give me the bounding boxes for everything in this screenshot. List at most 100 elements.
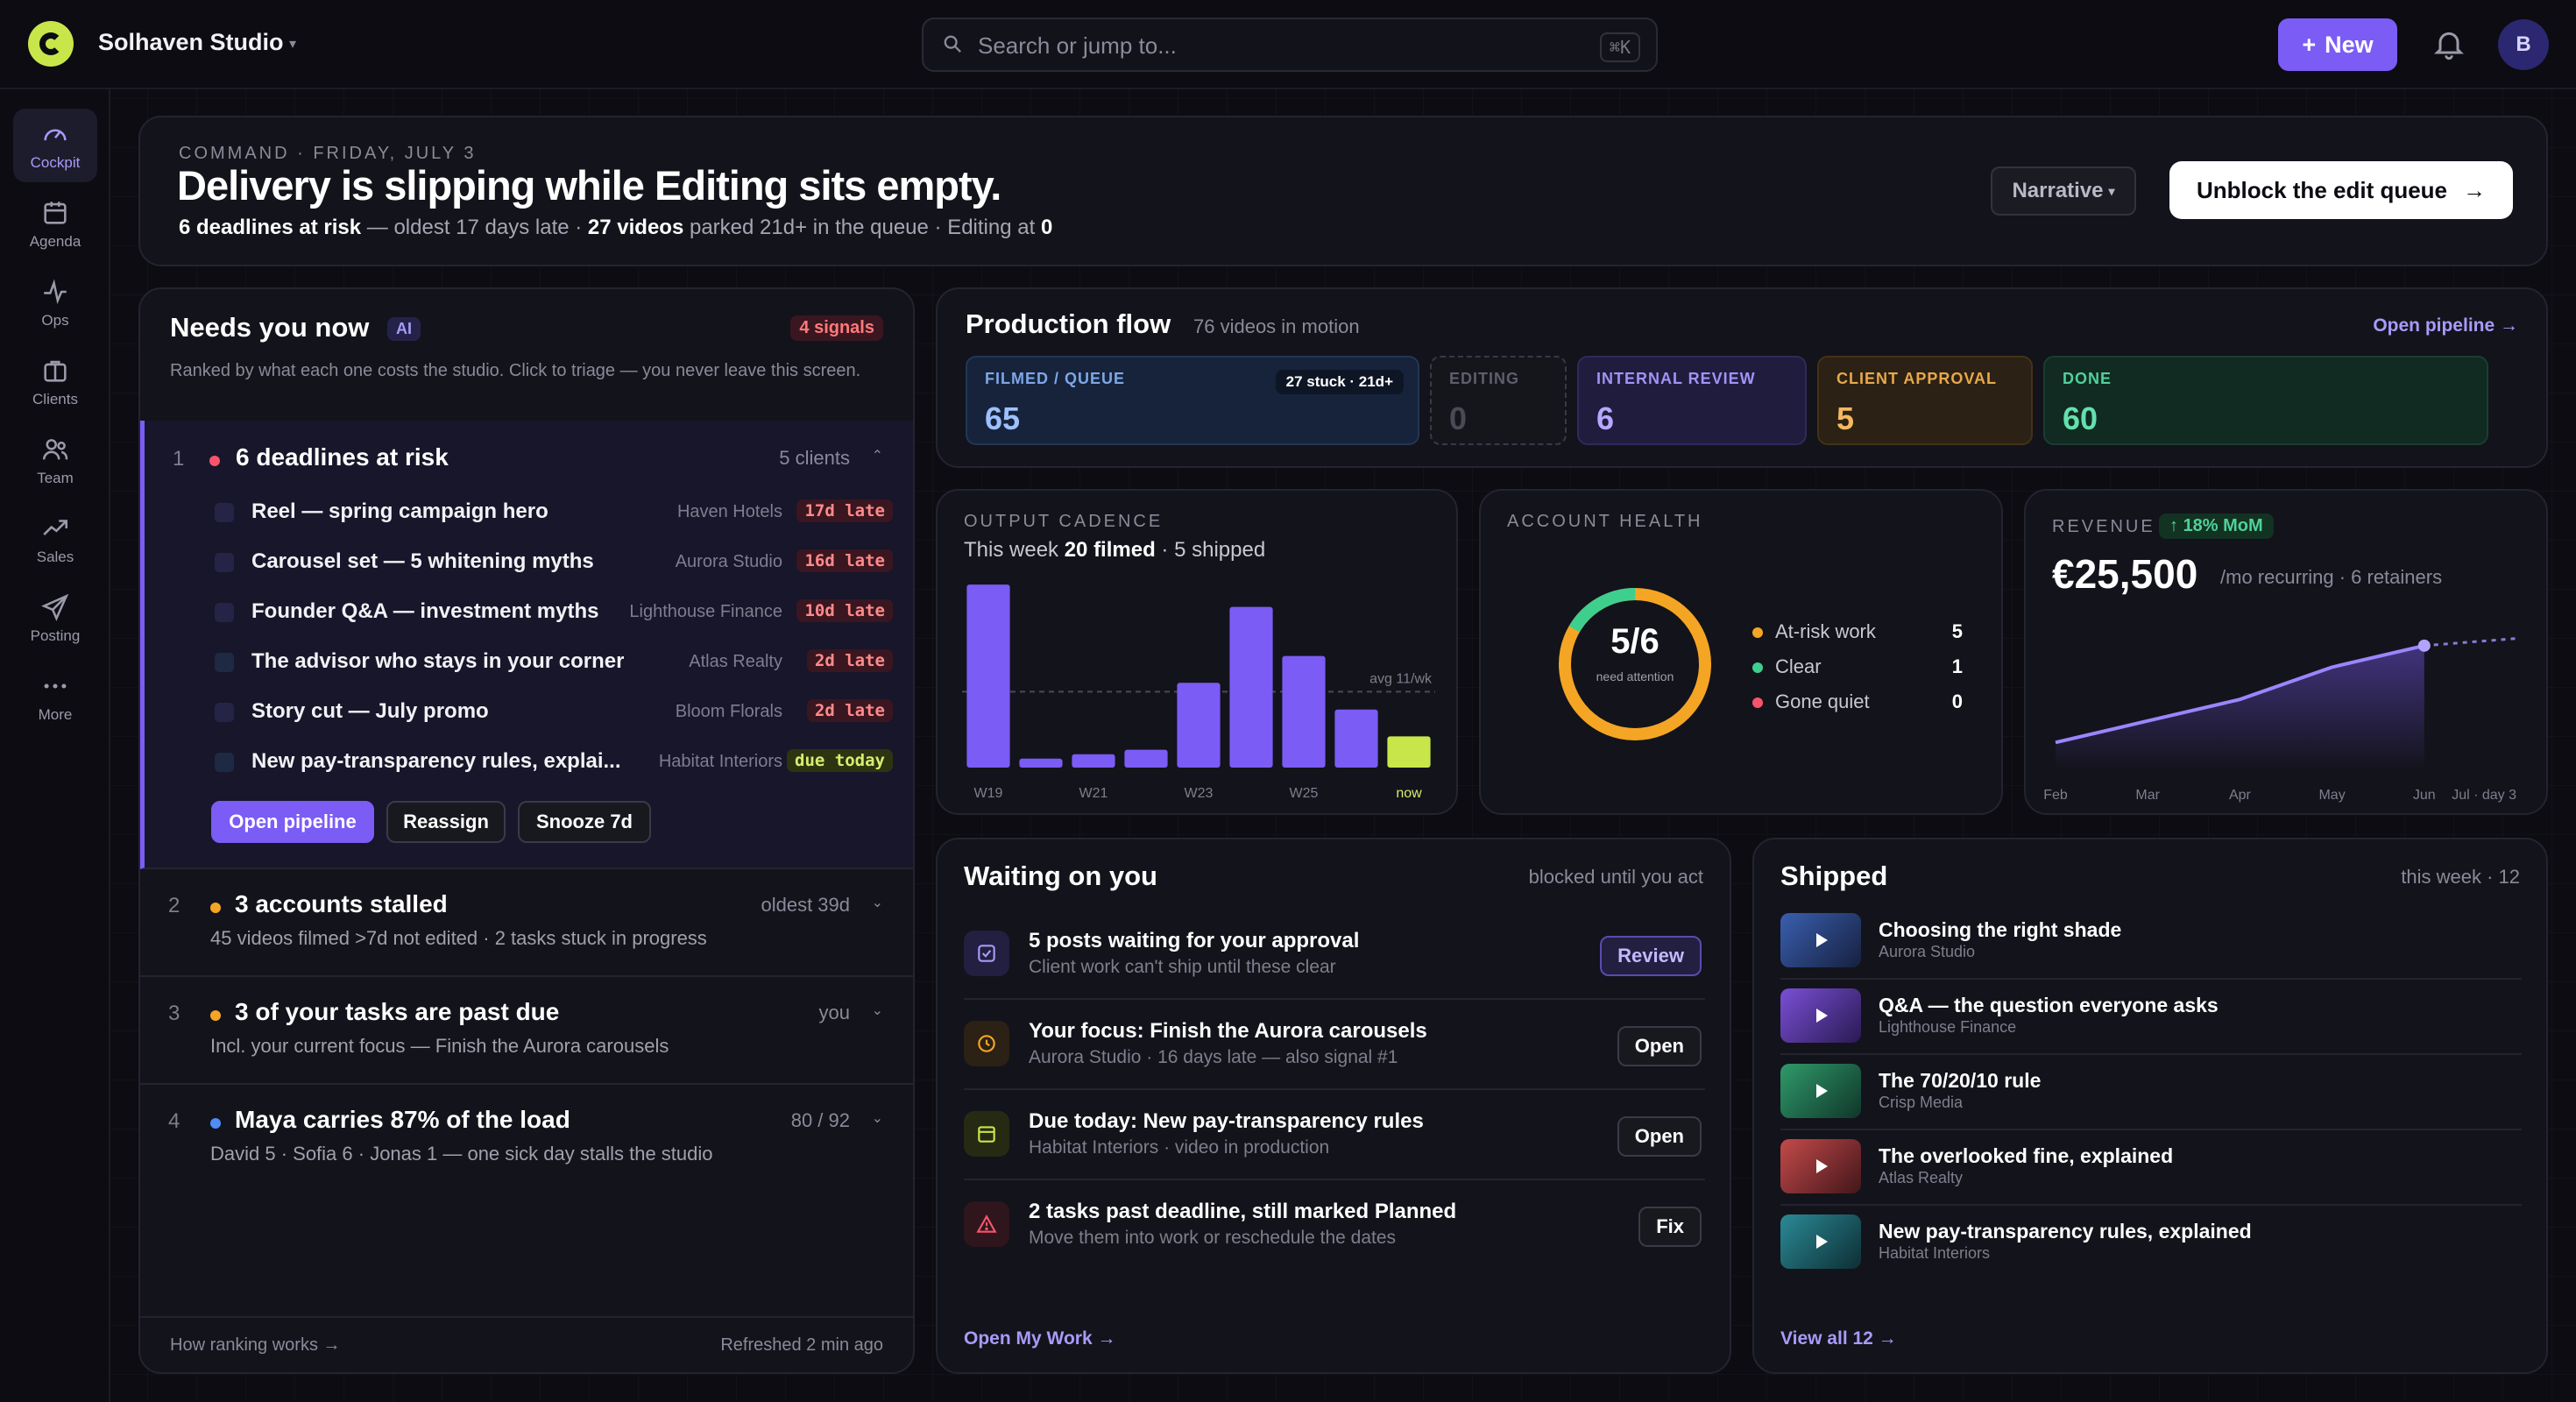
video-thumbnail[interactable] [1780,1139,1861,1193]
chevron-down-icon[interactable]: ⌄ [871,896,883,910]
view-all-link[interactable]: View all 12 → [1780,1328,1897,1349]
summary-text: parked 21d+ in the queue · Editing at [683,216,1041,239]
shipped-item-client: Habitat Interiors [1879,1244,1991,1262]
list-item[interactable]: The advisor who stays in your corner Atl… [215,639,898,688]
open-button[interactable]: Open [1617,1026,1702,1066]
reassign-button[interactable]: Reassign [386,801,506,843]
stage-done[interactable]: DONE 60 [2043,356,2488,445]
status-dot [209,456,220,466]
list-item[interactable]: New pay-transparency rules, explained Ha… [1780,1206,2522,1281]
waiting-item-subtitle: Move them into work or reschedule the da… [1029,1228,1397,1248]
status-dot [210,1010,221,1021]
sidebar-item-agenda[interactable]: Agenda [13,188,97,261]
studio-logo[interactable] [28,21,74,67]
needs-you-now-card: Needs you now AI 4 signals Ranked by wha… [138,287,915,1374]
signal-meta: 80 / 92 [790,1109,850,1131]
cadence-filmed: 20 filmed [1064,538,1156,562]
bar-week-1 [1019,758,1063,768]
sidebar-item-label: Ops [41,312,69,329]
waiting-item-subtitle: Aurora Studio · 16 days late — also sign… [1029,1047,1398,1067]
new-button[interactable]: + New [2278,18,2397,71]
sidebar-item-more[interactable]: More [13,661,97,734]
sidebar-item-clients[interactable]: Clients [13,345,97,419]
bar-W25 [1282,655,1326,768]
avatar[interactable]: B [2498,19,2549,70]
stage-client-approval[interactable]: CLIENT APPROVAL 5 [1817,356,2033,445]
signal-item-stalled[interactable]: 2 3 accounts stalled 45 videos filmed >7… [140,869,913,977]
revenue-amount: €25,500 [2052,551,2198,597]
list-item[interactable]: Your focus: Finish the Aurora carousels … [964,1000,1705,1090]
signal-item-deadlines[interactable]: 1 6 deadlines at risk 5 clients ⌃ Reel —… [140,421,913,869]
how-ranking-link[interactable]: How ranking works → [170,1335,341,1355]
shipped-title: Shipped [1780,860,1888,891]
sidebar-item-label: Cockpit [30,154,81,171]
summary-text: — oldest 17 days late · [361,216,588,239]
open-my-work-link[interactable]: Open My Work → [964,1328,1116,1349]
chevron-down-icon[interactable]: ⌄ [871,1111,883,1126]
list-item[interactable]: The 70/20/10 rule Crisp Media [1780,1055,2522,1130]
health-ratio: 5/6 [1610,622,1660,661]
command-headline: Delivery is slipping while Editing sits … [177,162,1001,209]
open-button[interactable]: Open [1617,1116,1702,1157]
cadence-summary: This week 20 filmed · 5 shipped [964,538,1265,563]
workspace-name[interactable]: Solhaven Studio [98,29,284,55]
list-item[interactable]: Founder Q&A — investment myths Lighthous… [215,589,898,638]
command-summary: 6 deadlines at risk — oldest 17 days lat… [179,216,1052,240]
sidebar-item-cockpit[interactable]: Cockpit [13,109,97,182]
command-eyebrow: COMMAND · FRIDAY, JULY 3 [179,144,477,163]
signal-item-load[interactable]: 4 Maya carries 87% of the load David 5 ·… [140,1085,913,1193]
list-item[interactable]: 2 tasks past deadline, still marked Plan… [964,1180,1705,1271]
users-icon [42,439,68,460]
chevron-down-icon[interactable]: ▾ [289,37,297,52]
sidebar-item-sales[interactable]: Sales [13,503,97,577]
shipped-item-title: The overlooked fine, explained [1879,1144,2174,1167]
waiting-item-title: Due today: New pay-transparency rules [1029,1109,1424,1133]
stage-editing[interactable]: EDITING 0 [1430,356,1567,445]
tick-label: Jun [2413,788,2436,803]
health-donut [1559,588,1711,740]
stage-internal-review[interactable]: INTERNAL REVIEW 6 [1577,356,1807,445]
open-pipeline-button[interactable]: Open pipeline [211,801,374,843]
stage-filmed-queue[interactable]: FILMED / QUEUE 65 27 stuck · 21d+ [966,356,1419,445]
snooze-button[interactable]: Snooze 7d [518,801,651,843]
video-thumbnail[interactable] [1780,988,1861,1043]
list-item[interactable]: The overlooked fine, explained Atlas Rea… [1780,1130,2522,1206]
unblock-button[interactable]: Unblock the edit queue → [2169,161,2513,219]
bell-icon[interactable] [2431,26,2466,61]
row-client: Atlas Realty [689,652,782,671]
list-item[interactable]: Q&A — the question everyone asks Lightho… [1780,980,2522,1055]
cadence-text: This week [964,538,1065,562]
sidebar-item-team[interactable]: Team [13,424,97,498]
row-client: Lighthouse Finance [629,602,782,621]
list-item[interactable]: New pay-transparency rules, explai... Ha… [215,739,898,788]
list-item[interactable]: Due today: New pay-transparency rules Ha… [964,1090,1705,1180]
sidebar: Cockpit Agenda Ops Clients Team Sales Po… [0,89,110,1402]
cadence-bar-chart: avg 11/wk W19 W21 W23 W25 now [962,584,1435,801]
video-thumbnail[interactable] [1780,913,1861,967]
legend-label: At-risk work [1775,620,1876,642]
narrative-dropdown[interactable]: Narrative ▾ [1991,166,2136,216]
row-client: Bloom Florals [675,702,782,721]
video-thumbnail[interactable] [1780,1214,1861,1269]
chevron-up-icon[interactable]: ⌃ [871,449,883,464]
stage-value: 6 [1596,400,1615,436]
list-item[interactable]: Carousel set — 5 whitening myths Aurora … [215,539,898,588]
row-title: Story cut — July promo [251,699,489,723]
list-item[interactable]: Choosing the right shade Aurora Studio [1780,904,2522,980]
signal-item-past-due[interactable]: 3 3 of your tasks are past due Incl. you… [140,977,913,1085]
chevron-down-icon[interactable]: ⌄ [871,1003,883,1018]
sidebar-item-posting[interactable]: Posting [13,582,97,655]
list-item[interactable]: Reel — spring campaign hero Haven Hotels… [215,489,898,538]
sidebar-item-label: Sales [36,549,74,565]
list-item[interactable]: Story cut — July promo Bloom Florals 2d … [215,689,898,738]
review-button[interactable]: Review [1600,936,1702,976]
waiting-item-title: 2 tasks past deadline, still marked Plan… [1029,1200,1457,1223]
fix-button[interactable]: Fix [1638,1207,1702,1247]
stage-label: INTERNAL REVIEW [1596,370,1756,387]
video-thumbnail[interactable] [1780,1064,1861,1118]
legend-label: Clear [1775,655,1822,677]
open-pipeline-link[interactable]: Open pipeline → [2373,315,2518,336]
search-input[interactable]: Search or jump to... ⌘K [922,18,1658,72]
list-item[interactable]: 5 posts waiting for your approval Client… [964,910,1705,1000]
sidebar-item-ops[interactable]: Ops [13,266,97,340]
